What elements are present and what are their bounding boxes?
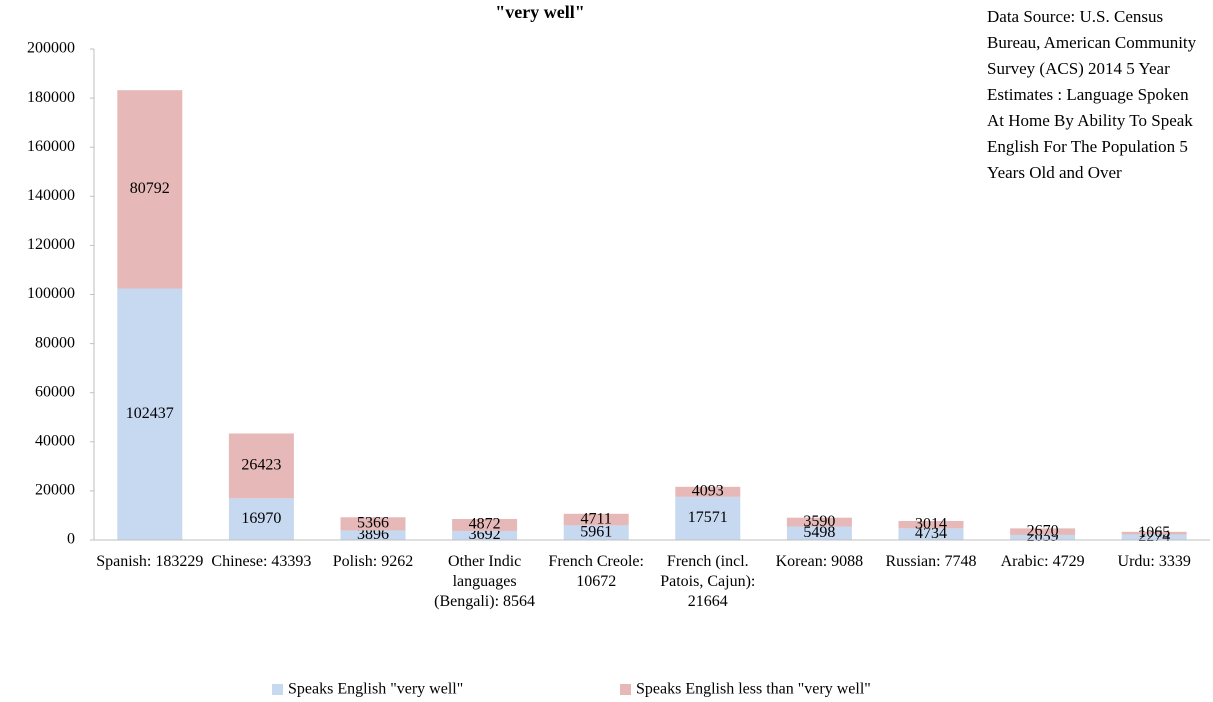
- data-label: 5366: [357, 515, 389, 532]
- data-label: 4711: [580, 510, 611, 527]
- bar-segment: [1121, 534, 1187, 540]
- bar-segment: [1010, 528, 1076, 535]
- x-tick-label: Spanish: 183229: [96, 553, 204, 570]
- bar-segment: [117, 288, 183, 540]
- x-tick-label: Arabic: 4729: [1000, 553, 1085, 570]
- bar-segment: [452, 518, 518, 531]
- legend-swatch: [272, 684, 283, 695]
- y-tick-label: 20000: [35, 482, 75, 499]
- data-label: 5961: [580, 523, 612, 540]
- bar-segment: [898, 520, 964, 529]
- bar-segment: [898, 528, 964, 540]
- bar-segment: [228, 498, 294, 540]
- data-label: 17571: [688, 509, 728, 526]
- data-label: 4872: [469, 516, 501, 533]
- data-label: 5498: [803, 524, 835, 541]
- legend-swatch: [620, 684, 631, 695]
- data-label: 16970: [241, 510, 281, 527]
- data-label: 80792: [130, 180, 170, 197]
- y-tick-label: 40000: [35, 432, 75, 449]
- data-label: 3014: [915, 515, 947, 532]
- x-tick-label: Chinese: 43393: [211, 553, 312, 570]
- bar-segment: [563, 513, 629, 526]
- data-label: 3590: [803, 513, 835, 530]
- bar-segment: [1121, 531, 1187, 535]
- y-tick-label: 60000: [35, 383, 75, 400]
- bar-segment: [675, 486, 741, 497]
- x-tick-label: Korean: 9088: [775, 553, 864, 570]
- y-tick-label: 0: [67, 531, 75, 548]
- bar-segment: [1010, 534, 1076, 540]
- legend-label: Speaks English "very well": [288, 681, 463, 698]
- data-label: 102437: [126, 405, 174, 422]
- bar-segment: [786, 526, 852, 540]
- x-tick-label: French (incl. Patois, Cajun): 21664: [660, 553, 756, 610]
- y-tick-label: 100000: [27, 285, 75, 302]
- x-tick-label: Russian: 7748: [885, 553, 977, 570]
- y-tick-label: 180000: [27, 89, 75, 106]
- y-tick-label: 140000: [27, 187, 75, 204]
- data-label: 2670: [1027, 522, 1059, 539]
- source-note: Data Source: U.S. Census Bureau, America…: [987, 7, 1197, 182]
- bar-segment: [340, 530, 406, 540]
- bar-segment: [340, 517, 406, 531]
- x-tick-label: Other Indic languages (Bengali): 8564: [434, 553, 536, 610]
- x-tick-label: French Creole: 10672: [548, 553, 644, 590]
- data-label: 1065: [1138, 524, 1170, 541]
- y-tick-label: 120000: [27, 236, 75, 253]
- y-tick-label: 200000: [27, 40, 75, 57]
- data-label: 4734: [915, 525, 947, 542]
- bar-segment: [786, 517, 852, 527]
- x-tick-label: Urdu: 3339: [1117, 553, 1191, 570]
- x-tick-label: Polish: 9262: [332, 553, 414, 570]
- bar-segment: [675, 496, 741, 540]
- data-label: 4093: [692, 483, 724, 500]
- chart-title: "very well": [495, 2, 584, 22]
- data-label: 26423: [241, 457, 281, 474]
- legend-label: Speaks English less than "very well": [636, 681, 871, 698]
- bar-segment: [117, 90, 183, 289]
- y-tick-label: 80000: [35, 334, 75, 351]
- bar-segment: [228, 433, 294, 499]
- bar-segment: [452, 530, 518, 540]
- bar-segment: [563, 525, 629, 540]
- y-tick-label: 160000: [27, 138, 75, 155]
